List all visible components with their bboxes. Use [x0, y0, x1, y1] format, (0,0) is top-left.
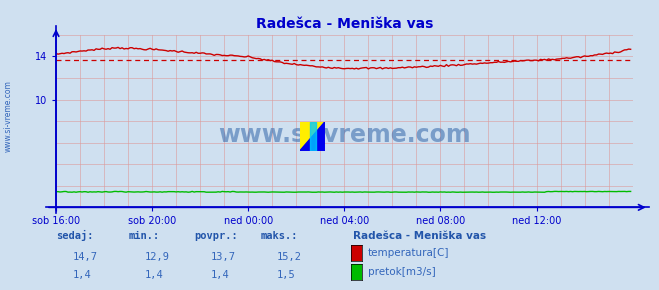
- Text: Radešca - Meniška vas: Radešca - Meniška vas: [353, 231, 486, 241]
- Text: temperatura[C]: temperatura[C]: [368, 248, 449, 258]
- Text: pretok[m3/s]: pretok[m3/s]: [368, 267, 436, 277]
- Text: www.si-vreme.com: www.si-vreme.com: [218, 123, 471, 147]
- Text: 1,5: 1,5: [277, 270, 295, 280]
- Text: 12,9: 12,9: [145, 251, 170, 262]
- Polygon shape: [300, 122, 325, 151]
- Text: 15,2: 15,2: [277, 251, 302, 262]
- Text: 14,7: 14,7: [72, 251, 98, 262]
- Text: povpr.:: povpr.:: [194, 231, 238, 241]
- Text: 1,4: 1,4: [211, 270, 229, 280]
- Title: Radešca - Meniška vas: Radešca - Meniška vas: [256, 17, 433, 31]
- Text: maks.:: maks.:: [260, 231, 298, 241]
- Text: 13,7: 13,7: [211, 251, 236, 262]
- Text: 1,4: 1,4: [72, 270, 91, 280]
- Polygon shape: [300, 122, 325, 151]
- Polygon shape: [310, 122, 316, 151]
- Text: sedaj:: sedaj:: [56, 230, 94, 241]
- Text: www.si-vreme.com: www.si-vreme.com: [4, 80, 13, 152]
- Text: min.:: min.:: [129, 231, 159, 241]
- Text: 1,4: 1,4: [145, 270, 163, 280]
